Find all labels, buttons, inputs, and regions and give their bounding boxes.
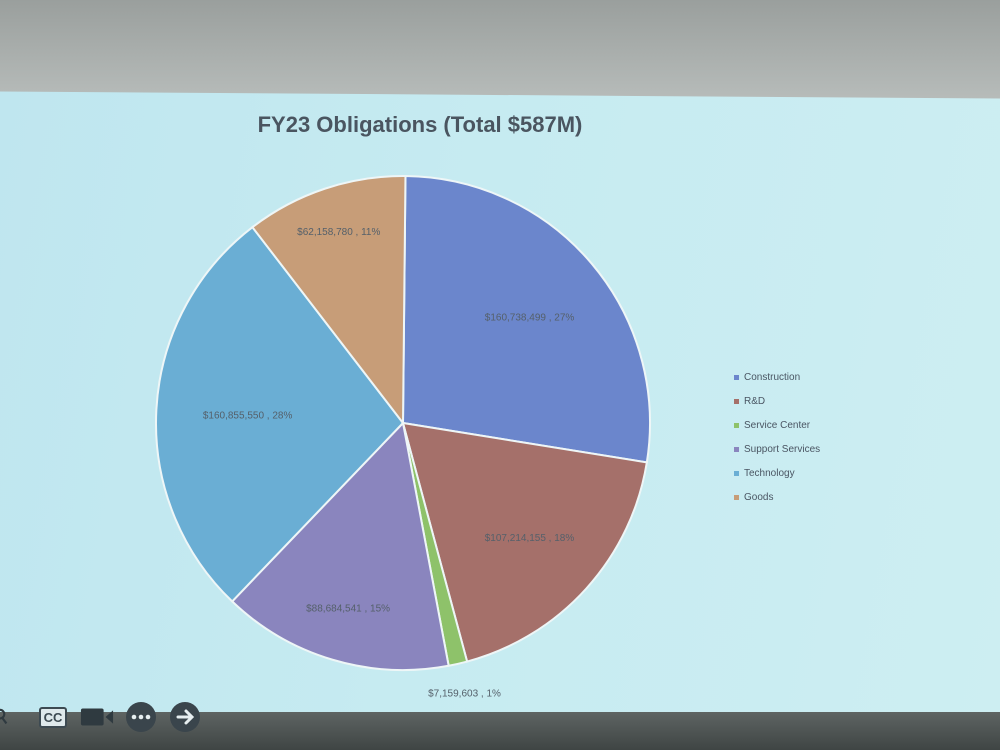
pie-slice-construction [401,175,651,464]
pie-slice-r-d [401,421,648,663]
data-label-service-center: $7,159,603 , 1% [428,689,501,700]
next-arrow-icon[interactable] [168,702,202,732]
legend-swatch [734,398,739,404]
legend-swatch [734,374,739,380]
pie-slice-technology [155,225,405,603]
legend-item-goods: Goods [734,485,820,509]
data-label-goods: $62,158,780 , 11% [297,227,380,238]
wall-background [0,0,1000,100]
closed-captions-icon: CC [38,706,68,728]
legend-item-construction: Construction [734,365,820,389]
chart-legend: Construction R&D Service Center Support Ser… [734,365,820,509]
chart-title: FY23 Obligations (Total $587M) [257,112,583,137]
legend-label: R&D [744,395,766,407]
presentation-toolbar: CC [0,700,212,734]
legend-label: Construction [744,371,801,383]
legend-item-service-center: Service Center [734,413,820,437]
data-label-r-d: $107,214,155 , 18% [485,533,575,544]
legend-label: Support Services [744,443,821,455]
legend-swatch [734,446,739,452]
data-label-technology: $160,855,550 , 28% [203,411,293,422]
screen-bottom-edge [0,712,1000,750]
video-camera-icon[interactable] [80,702,114,732]
legend-swatch [734,470,739,476]
legend-label: Service Center [744,419,811,431]
data-label-support-services: $88,684,541 , 15% [306,604,390,615]
legend-swatch [734,494,739,500]
legend-label: Technology [744,467,795,479]
more-options-icon[interactable] [124,702,158,732]
pie-slice-support-services [230,420,450,671]
legend-item-support-services: Support Services [734,437,820,461]
pie-slice-goods [251,175,407,426]
legend-label: Goods [744,491,774,503]
search-icon[interactable] [0,702,10,732]
legend-item-technology: Technology [734,461,820,485]
legend-swatch [734,422,739,428]
closed-captions-button[interactable]: CC [36,702,70,732]
legend-item-r-d: R&D [734,389,820,413]
data-label-construction: $160,738,499 , 27% [485,312,575,323]
